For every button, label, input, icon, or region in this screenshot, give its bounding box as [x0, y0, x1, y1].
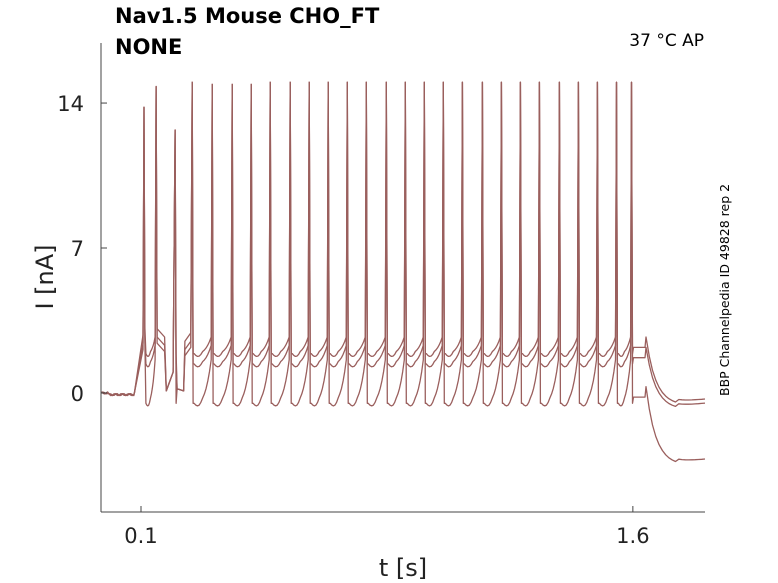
x-axis-label: t [s]: [379, 554, 427, 582]
current-trace-2: [100, 81, 706, 408]
condition-label: 37 °C AP: [629, 31, 704, 51]
y-tick-label: 14: [57, 92, 84, 116]
x-tick-label: 0.1: [124, 524, 157, 548]
current-trace-1: [100, 81, 706, 403]
y-tick-label: 7: [71, 237, 84, 261]
y-axis-label: I [nA]: [31, 244, 59, 309]
current-trace-3: [100, 81, 706, 463]
chart-title: Nav1.5 Mouse CHO_FT: [115, 4, 380, 28]
x-tick-label: 1.6: [616, 524, 649, 548]
y-tick-label: 0: [71, 382, 84, 406]
chart-subtitle: NONE: [115, 35, 183, 59]
